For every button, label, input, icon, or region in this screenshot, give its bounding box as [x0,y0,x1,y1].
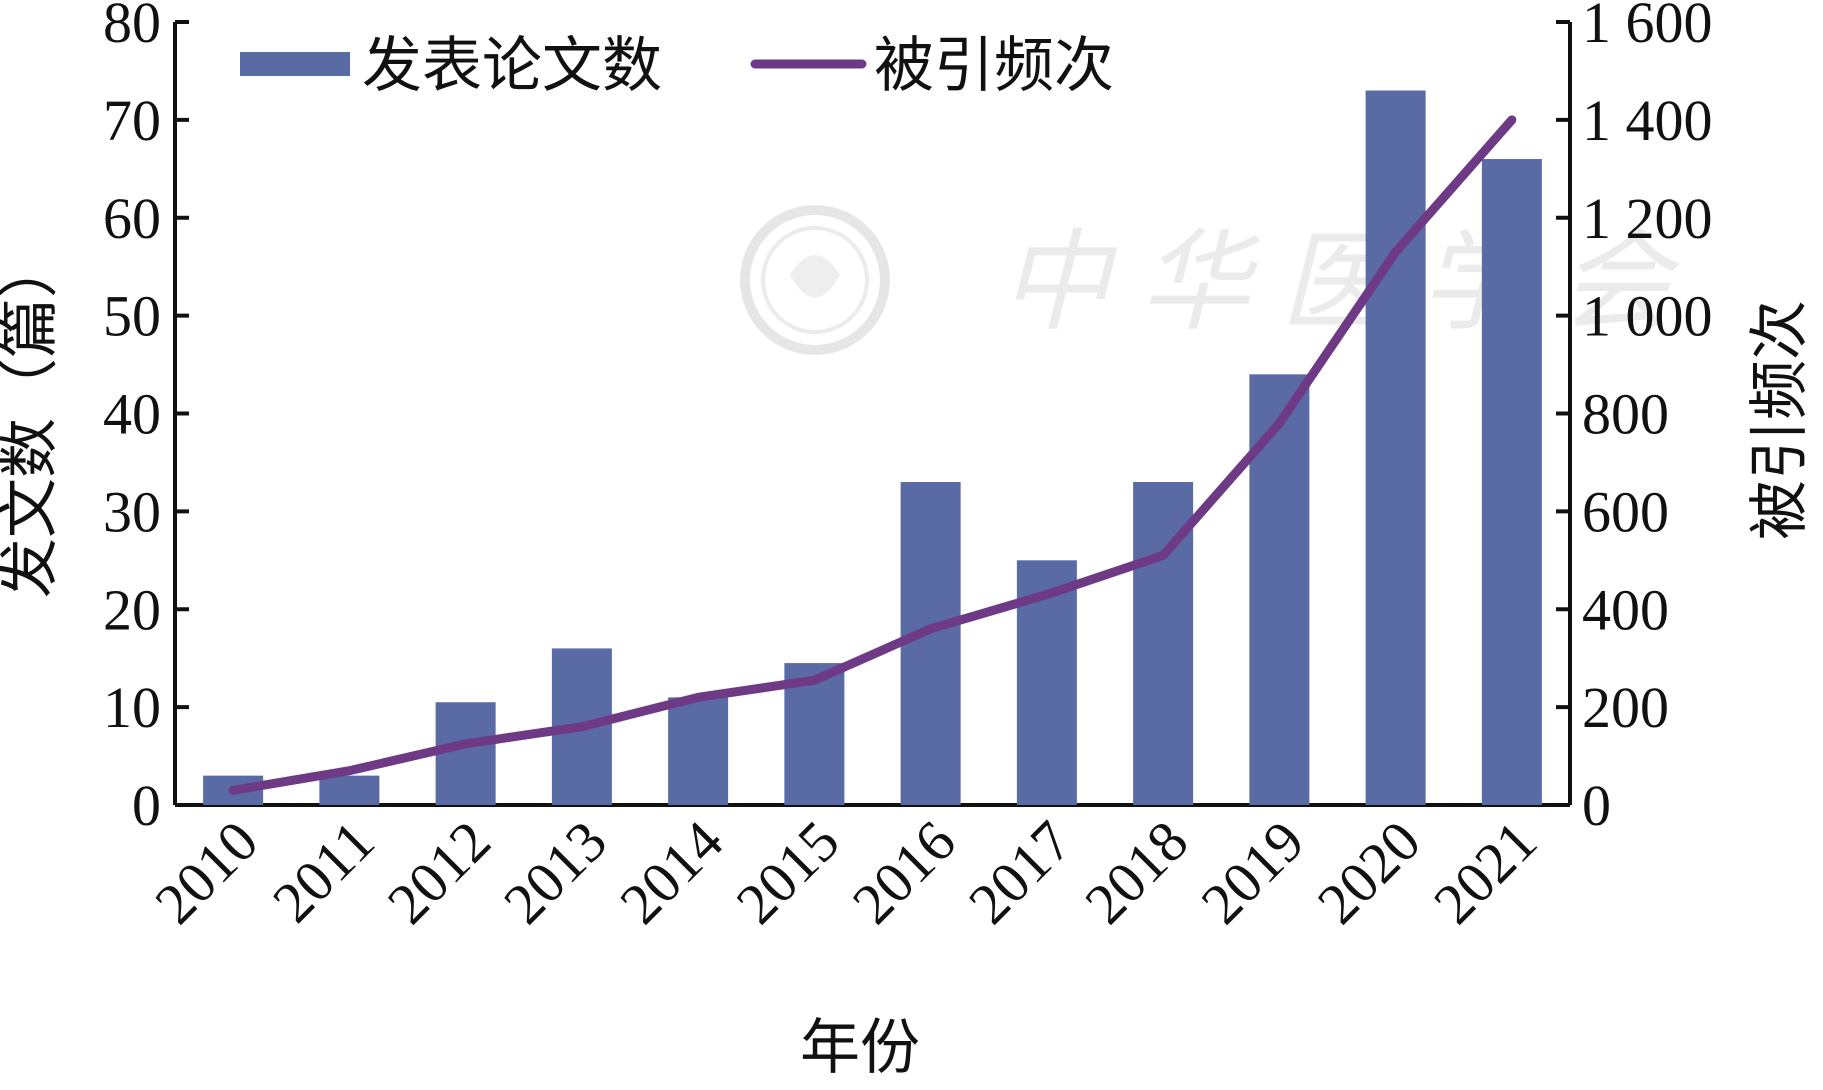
bar [900,482,961,805]
line-point [1392,249,1399,256]
bar [1365,90,1426,805]
x-tick-label: 2017 [956,808,1084,936]
legend-label-bar: 发表论文数 [362,33,662,99]
x-axis-title: 年份 [800,1015,920,1081]
x-tick-label: 2020 [1305,808,1433,936]
y2-tick-label: 800 [1582,382,1669,447]
y2-tick-label: 1 200 [1582,186,1713,251]
bar [319,775,380,805]
x-tick-label: 2021 [1421,808,1549,936]
bar [435,702,496,805]
line-point [462,740,469,747]
line-point [1160,552,1167,559]
y-tick-label: 40 [103,382,161,447]
y2-tick-label: 200 [1582,675,1669,740]
y2-tick-label: 1 400 [1582,88,1713,153]
y-tick-label: 80 [103,0,161,55]
line-point [1508,116,1515,123]
line-point [927,625,934,632]
line-point [811,677,818,684]
x-tick-label: 2012 [375,808,503,936]
y-tick-label: 10 [103,675,161,740]
x-tick-label: 2016 [840,808,968,936]
bar [1249,374,1310,805]
y-tick-label: 0 [132,773,161,838]
y-tick-label: 30 [103,479,161,544]
x-tick-label: 2015 [724,808,852,936]
y-tick-label: 20 [103,577,161,642]
bar [668,697,729,805]
x-tick-label: 2011 [260,808,386,934]
legend-swatch-bar [240,52,350,76]
line-point [230,787,237,794]
y2-tick-label: 400 [1582,577,1669,642]
line-point [1043,591,1050,598]
line-point [346,767,353,774]
watermark-text: 中华医学会 [1000,222,1700,344]
x-tick-label: 2019 [1189,808,1317,936]
y-tick-label: 50 [103,284,161,349]
x-tick-label: 2010 [142,808,270,936]
y2-tick-label: 1 600 [1582,0,1713,55]
y-tick-label: 70 [103,88,161,153]
x-tick-label: 2013 [491,808,619,936]
y2-tick-label: 1 000 [1582,284,1713,349]
x-tick-label: 2014 [607,808,735,936]
watermark-logo: 中华医学会 [740,205,1700,355]
y2-tick-label: 600 [1582,479,1669,544]
bar [1481,159,1542,805]
y-tick-label: 60 [103,186,161,251]
line-point [578,723,585,730]
x-tick-label: 2018 [1072,808,1200,936]
line-point [1276,420,1283,427]
legend-label-line: 被引频次 [874,33,1114,99]
y2-axis-title: 被引频次 [1747,300,1813,540]
y2-tick-label: 0 [1582,773,1611,838]
series-line [228,115,1517,795]
y-axis-title: 发文数（篇） [0,238,63,598]
line-point [695,694,702,701]
